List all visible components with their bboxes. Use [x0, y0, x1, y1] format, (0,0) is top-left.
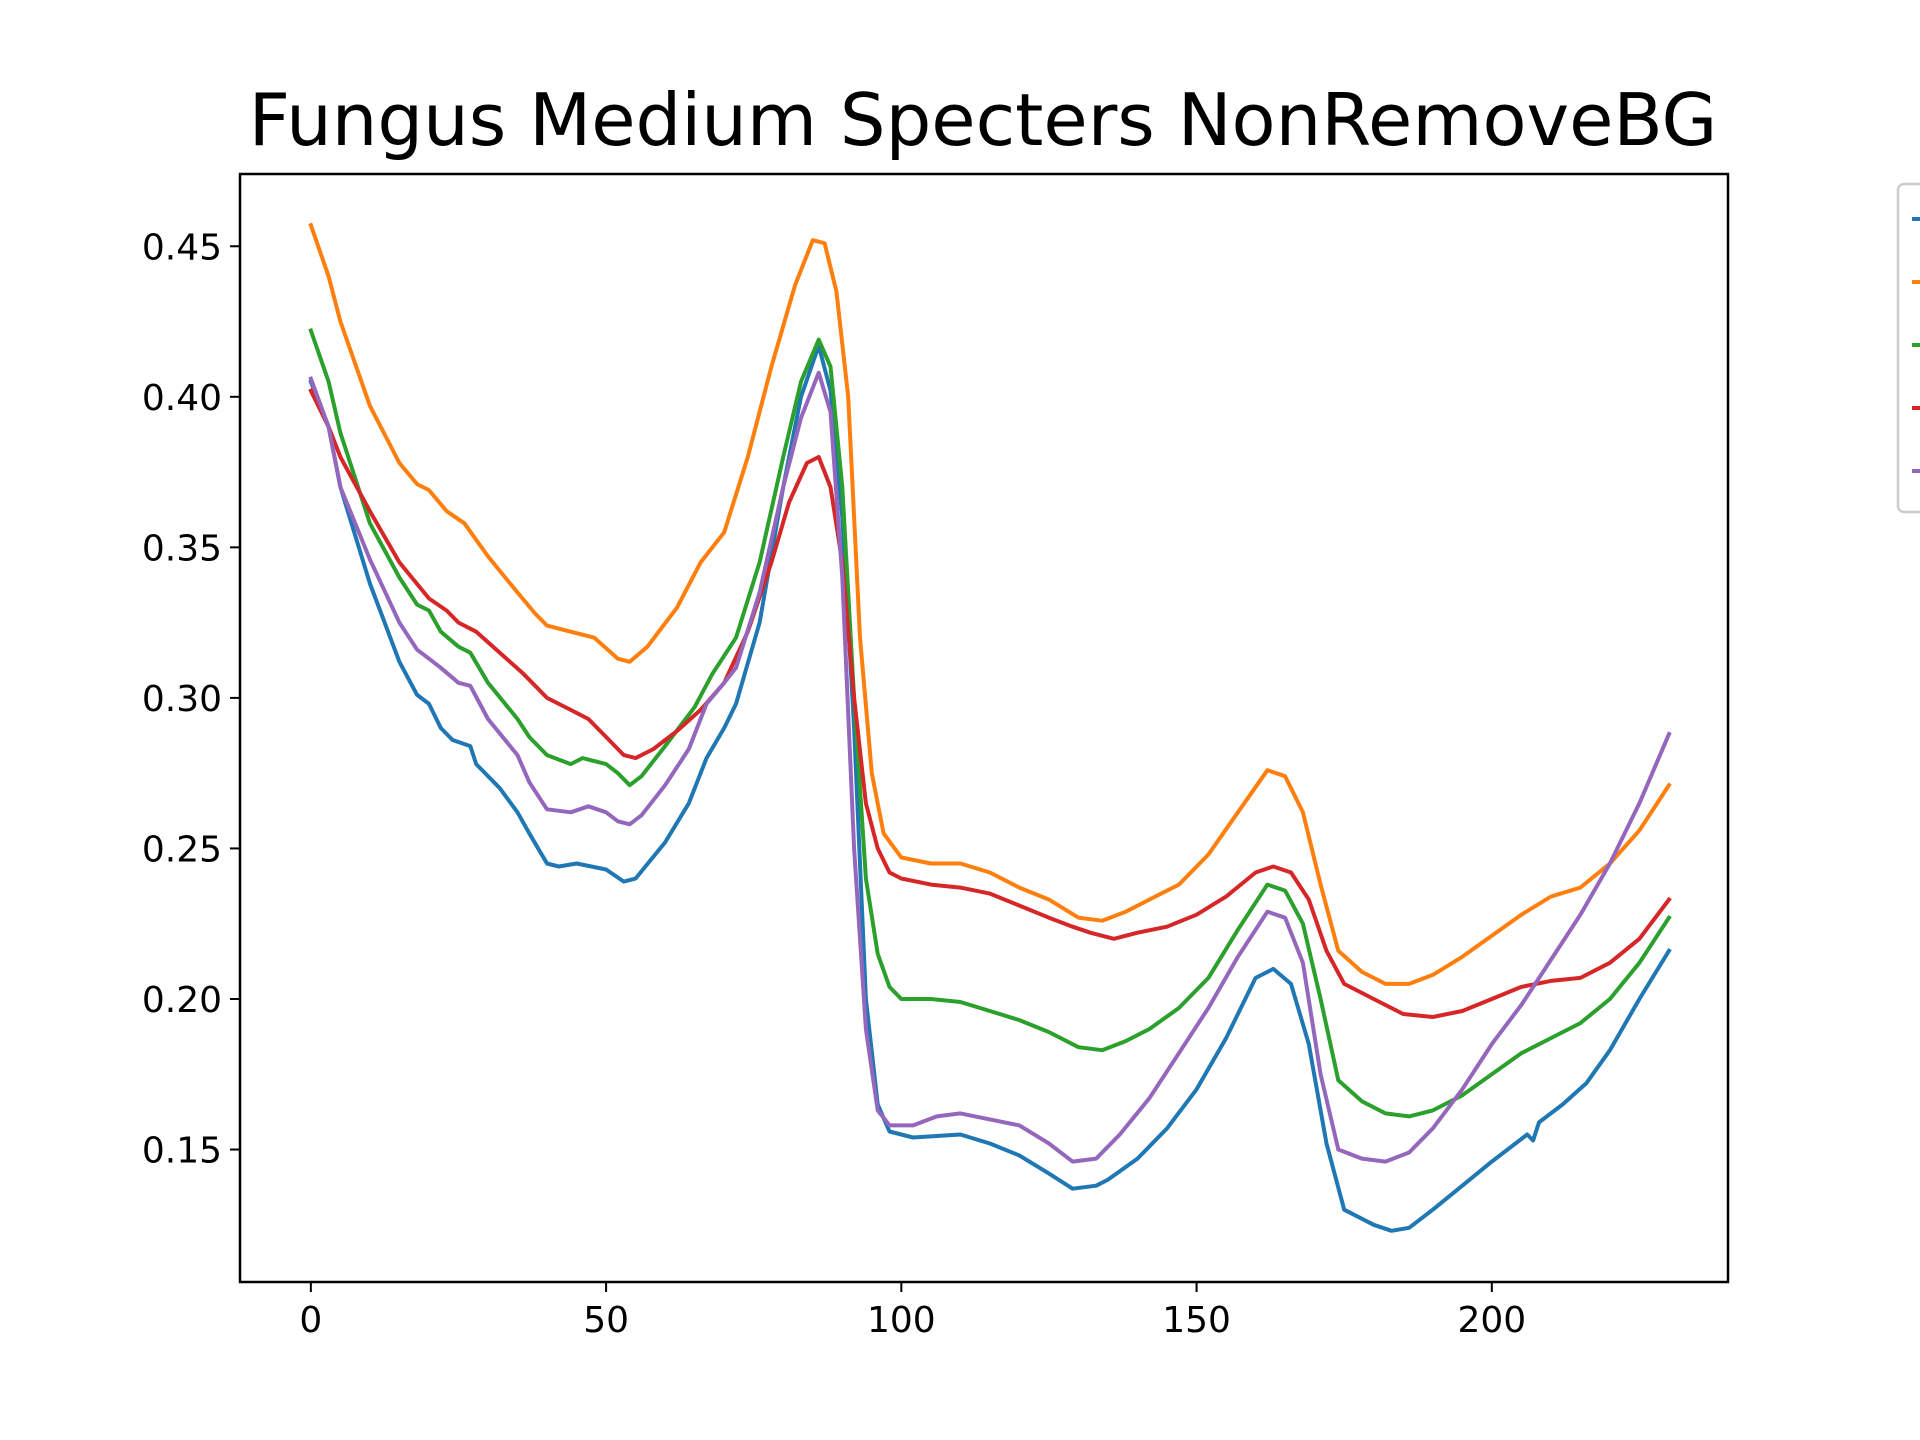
series-line-2	[308, 222, 1672, 986]
y-tick-label: 0.15	[142, 1131, 222, 1172]
y-tick-label: 0.25	[142, 829, 222, 870]
series-line-3	[308, 328, 1672, 1119]
x-tick-label: 0	[299, 1300, 322, 1341]
series-line-1	[308, 343, 1672, 1233]
x-tick-label: 50	[583, 1300, 629, 1341]
y-tick-label: 0.30	[142, 679, 222, 720]
x-tick-label: 100	[867, 1300, 936, 1341]
y-tick-label: 0.45	[142, 227, 222, 268]
legend	[1896, 182, 1920, 514]
x-axis: 0 50 100 150 200	[299, 1282, 1526, 1341]
series-line-4	[308, 388, 1672, 1019]
y-tick-label: 0.40	[142, 378, 222, 419]
x-tick-label: 150	[1162, 1300, 1231, 1341]
axes-frame	[238, 172, 1730, 1284]
y-axis: 0.15 0.20 0.25 0.30 0.35 0.40 0.45	[142, 227, 240, 1172]
y-tick-label: 0.35	[142, 528, 222, 569]
chart-title: Fungus Medium Specters NonRemoveBG	[249, 78, 1718, 162]
y-tick-label: 0.20	[142, 980, 222, 1021]
x-tick-label: 200	[1457, 1300, 1526, 1341]
legend-box	[1896, 182, 1920, 514]
plot-area	[308, 222, 1672, 1233]
series-line-5	[308, 370, 1672, 1164]
